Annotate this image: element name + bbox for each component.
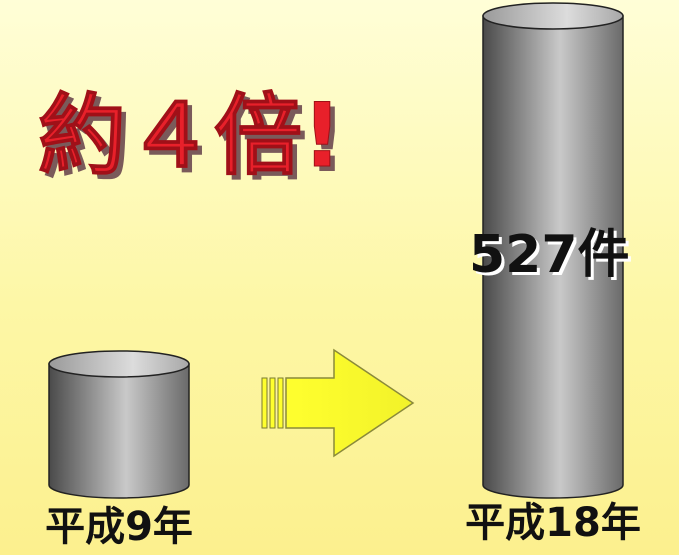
category-label-heisei9: 平成9年 <box>45 504 193 550</box>
bar-heisei18 <box>482 2 624 499</box>
headline-shadow: 約４倍! <box>43 89 347 192</box>
bar-heisei9 <box>48 350 190 499</box>
value-label-shadow: 527件 <box>472 228 633 288</box>
bar-heisei18-top <box>482 2 624 30</box>
headline: 約４倍! <box>38 84 342 187</box>
bar-heisei9-body <box>48 363 190 499</box>
bar-heisei9-top <box>48 350 190 378</box>
bar-heisei18-body <box>482 15 624 499</box>
category-label-heisei18: 平成18年 <box>465 500 641 546</box>
arrow-right-icon <box>261 348 415 458</box>
value-label-527: 527件 <box>469 225 630 285</box>
